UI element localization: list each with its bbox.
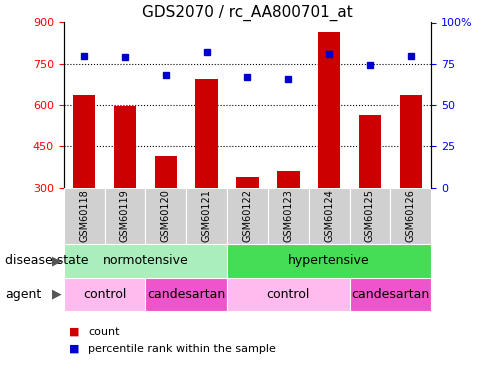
Text: GSM60125: GSM60125 xyxy=(365,189,375,242)
Bar xyxy=(104,188,146,244)
Bar xyxy=(64,278,146,311)
Text: normotensive: normotensive xyxy=(102,254,188,267)
Text: ▶: ▶ xyxy=(51,288,61,301)
Text: GSM60121: GSM60121 xyxy=(201,189,212,242)
Text: ■: ■ xyxy=(69,344,79,354)
Bar xyxy=(186,188,227,244)
Bar xyxy=(196,79,218,188)
Bar xyxy=(349,278,431,311)
Bar xyxy=(277,171,299,188)
Bar xyxy=(349,188,391,244)
Bar xyxy=(236,177,259,188)
Text: GSM60119: GSM60119 xyxy=(120,189,130,242)
Text: control: control xyxy=(267,288,310,301)
Text: GSM60124: GSM60124 xyxy=(324,189,334,242)
Bar xyxy=(268,188,309,244)
Text: disease state: disease state xyxy=(5,254,88,267)
Text: GSM60123: GSM60123 xyxy=(283,189,294,242)
Text: GSM60118: GSM60118 xyxy=(79,189,89,242)
Bar xyxy=(73,95,96,188)
Bar xyxy=(391,188,431,244)
Title: GDS2070 / rc_AA800701_at: GDS2070 / rc_AA800701_at xyxy=(142,5,353,21)
Bar xyxy=(399,95,422,188)
Text: GSM60120: GSM60120 xyxy=(161,189,171,242)
Text: percentile rank within the sample: percentile rank within the sample xyxy=(88,344,276,354)
Bar xyxy=(146,278,227,311)
Bar xyxy=(227,188,268,244)
Bar xyxy=(146,188,186,244)
Text: candesartan: candesartan xyxy=(147,288,225,301)
Bar xyxy=(227,278,349,311)
Bar xyxy=(114,106,136,188)
Text: candesartan: candesartan xyxy=(351,288,430,301)
Bar xyxy=(227,244,431,278)
Bar xyxy=(64,244,227,278)
Text: ■: ■ xyxy=(69,327,79,337)
Text: control: control xyxy=(83,288,126,301)
Text: ▶: ▶ xyxy=(51,254,61,267)
Text: agent: agent xyxy=(5,288,41,301)
Bar xyxy=(309,188,349,244)
Bar xyxy=(154,156,177,188)
Bar xyxy=(64,188,104,244)
Bar xyxy=(359,115,381,188)
Text: GSM60126: GSM60126 xyxy=(406,189,416,242)
Text: GSM60122: GSM60122 xyxy=(243,189,252,242)
Text: hypertensive: hypertensive xyxy=(288,254,370,267)
Bar xyxy=(318,32,341,188)
Text: count: count xyxy=(88,327,120,337)
